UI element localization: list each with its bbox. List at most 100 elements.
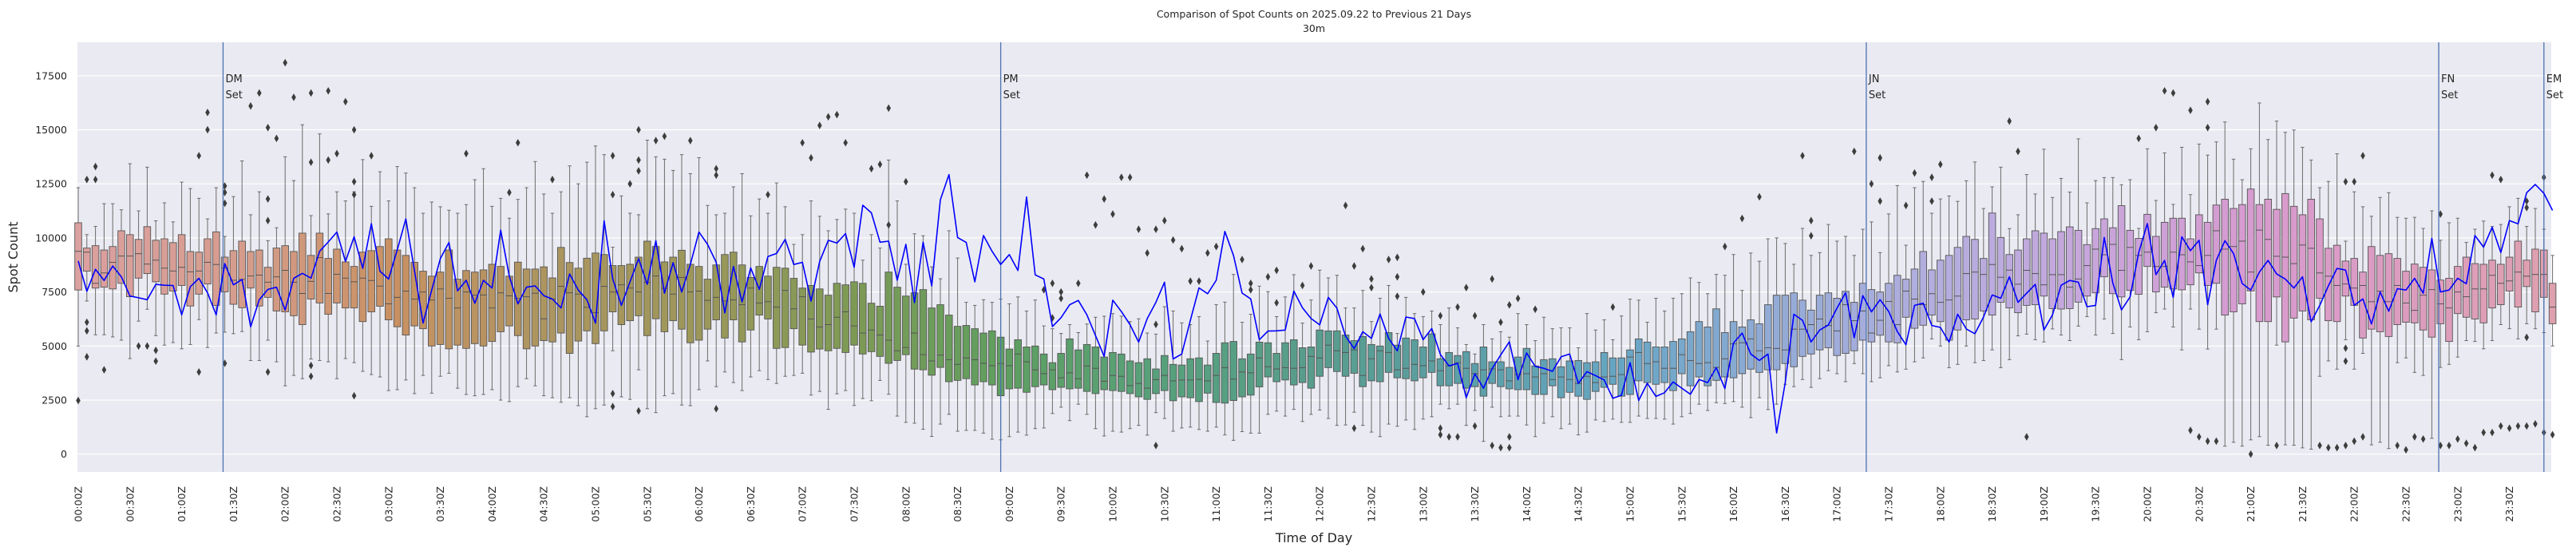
outlier-point [265,123,271,132]
box-iqr [2126,229,2135,291]
box-13:55Z [1514,313,1522,417]
outlier-point [1852,147,1857,156]
box-iqr [789,278,798,330]
outlier-point [2334,443,2340,452]
outlier-point [101,366,107,374]
box-04:25Z [531,161,540,387]
outlier-point [2016,147,2020,156]
outlier-point [1351,424,1357,433]
box-iqr [2316,218,2324,299]
box-15:45Z [1703,293,1711,411]
box-iqr [2531,248,2539,312]
box-13:00Z [1419,315,1427,420]
box-07:55Z [893,200,901,417]
box-05:55Z [687,172,694,406]
reference-line-label: JN [1868,73,1880,85]
box-01:45Z [255,191,263,361]
box-04:55Z [583,161,591,418]
box-iqr [1048,362,1057,390]
x-tick-label: 08:00Z [900,486,912,522]
box-02:55Z [376,171,384,378]
box-05:05Z [600,154,608,406]
outlier-point [2248,450,2254,458]
outlier-point [653,137,659,145]
outlier-point [2490,428,2495,437]
box-iqr [1204,364,1212,394]
outlier-point [817,121,822,129]
outlier-point [2007,117,2012,125]
outlier-point [1240,256,1244,264]
reference-line-label: DM [225,73,242,85]
box-20:35Z [2203,154,2212,350]
outlier-point [93,175,98,184]
box-iqr [919,289,928,371]
box-iqr [2203,221,2212,286]
outlier-point [1610,303,1616,311]
box-iqr [1807,309,1815,355]
outlier-point [636,406,641,415]
box-19:20Z [2074,138,2083,327]
box-iqr [962,325,971,379]
box-23:30Z [2505,206,2514,330]
box-iqr [583,257,591,331]
box-08:15Z [928,266,936,437]
box-09:05Z [1014,296,1022,433]
outlier-point [610,190,615,199]
box-00:20Z [109,203,117,338]
box-20:00Z [2143,148,2151,332]
box-iqr [2454,266,2462,315]
outlier-point [2343,344,2348,352]
outlier-point [662,132,667,141]
x-tick-label: 09:00Z [1003,486,1015,522]
box-08:00Z [902,264,910,423]
box-13:40Z [1488,338,1496,408]
box-10:20Z [1143,332,1151,436]
box-iqr [1039,353,1048,386]
outlier-point [222,199,228,208]
outlier-point [843,138,848,147]
box-iqr [979,332,987,383]
outlier-point [351,391,357,400]
x-tick-label: 22:00Z [2348,486,2360,522]
box-iqr [1169,363,1177,402]
box-iqr [1937,260,1945,323]
box-05:30Z [643,139,651,410]
outlier-point [886,104,891,113]
box-04:10Z [505,217,513,402]
box-iqr [1772,295,1781,371]
box-iqr [910,292,919,370]
outlier-point [2438,210,2443,218]
box-15:40Z [1695,282,1703,405]
box-iqr [2289,205,2298,319]
box-00:00Z [74,187,82,347]
box-iqr [2230,208,2238,312]
box-iqr [2281,192,2289,343]
box-iqr [1901,279,1910,318]
box-iqr [1549,358,1557,387]
outlier-point [2343,442,2348,450]
x-tick-label: 14:00Z [1521,486,1533,522]
box-iqr [2479,264,2487,323]
box-iqr [195,252,203,295]
outlier-point [1757,192,1762,201]
box-15:50Z [1712,274,1720,403]
box-iqr [91,245,100,289]
box-09:00Z [1005,303,1014,438]
box-21:30Z [2298,146,2307,449]
x-tick-label: 03:00Z [382,486,394,522]
outlier-point [1809,216,1814,225]
box-12:20Z [1350,307,1359,413]
outlier-point [334,149,339,158]
x-tick-label: 16:00Z [1727,486,1739,522]
box-13:35Z [1479,323,1488,442]
x-tick-label: 08:30Z [952,486,964,522]
box-iqr [1522,347,1531,390]
y-tick-label: 0 [61,448,67,460]
box-00:45Z [152,220,160,336]
box-iqr [1255,341,1264,387]
box-01:55Z [272,227,281,363]
box-07:25Z [841,208,849,391]
box-iqr [557,247,565,334]
box-02:20Z [315,133,324,361]
